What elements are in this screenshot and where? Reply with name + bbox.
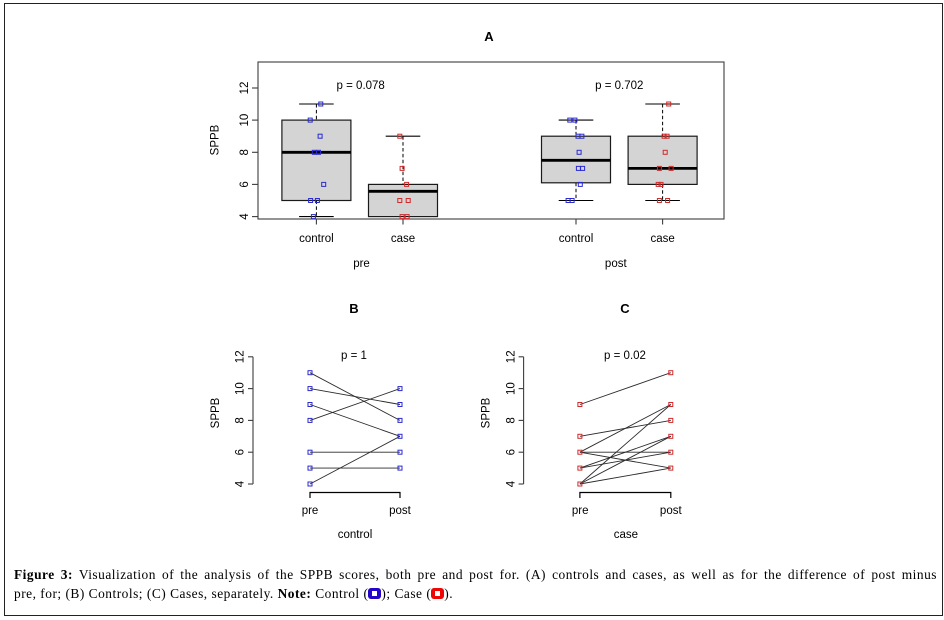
svg-text:10: 10	[239, 114, 251, 127]
svg-text:p = 1: p = 1	[341, 350, 367, 362]
svg-text:4: 4	[506, 480, 518, 487]
svg-text:post: post	[389, 505, 412, 517]
svg-text:pre: pre	[302, 505, 319, 517]
svg-text:B: B	[349, 301, 358, 316]
svg-text:6: 6	[239, 181, 251, 187]
svg-text:post: post	[605, 258, 628, 270]
svg-text:8: 8	[506, 417, 518, 423]
svg-text:control: control	[299, 233, 334, 245]
svg-text:SPPB: SPPB	[481, 397, 493, 428]
svg-text:12: 12	[239, 82, 251, 95]
svg-text:4: 4	[235, 480, 247, 487]
svg-text:8: 8	[235, 417, 247, 423]
svg-text:p = 0.702: p = 0.702	[595, 80, 643, 92]
svg-text:SPPB: SPPB	[210, 397, 222, 428]
svg-text:6: 6	[506, 449, 518, 455]
svg-text:p = 0.078: p = 0.078	[337, 80, 385, 92]
svg-text:10: 10	[235, 382, 247, 395]
svg-text:control: control	[338, 529, 373, 541]
svg-text:case: case	[650, 233, 674, 245]
svg-text:C: C	[620, 301, 630, 316]
svg-text:6: 6	[235, 449, 247, 455]
svg-text:A: A	[484, 29, 494, 44]
svg-text:case: case	[391, 233, 415, 245]
svg-text:4: 4	[239, 213, 251, 220]
svg-text:10: 10	[506, 382, 518, 395]
svg-text:case: case	[614, 529, 638, 541]
svg-text:p = 0.02: p = 0.02	[604, 350, 646, 362]
svg-text:post: post	[660, 505, 683, 517]
svg-text:control: control	[559, 233, 594, 245]
svg-text:12: 12	[235, 350, 247, 363]
svg-text:pre: pre	[353, 258, 370, 270]
svg-text:12: 12	[506, 350, 518, 363]
svg-text:8: 8	[239, 149, 251, 155]
svg-text:SPPB: SPPB	[210, 124, 222, 155]
svg-text:pre: pre	[572, 505, 589, 517]
